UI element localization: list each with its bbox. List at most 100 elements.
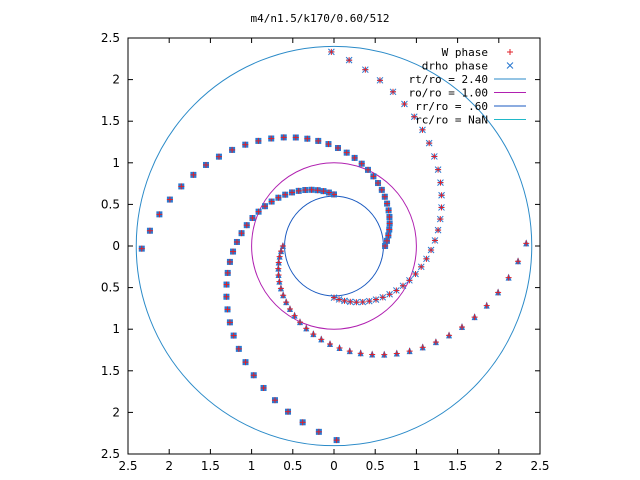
- data-point: [166, 196, 173, 203]
- y-tick-label: 1.5: [101, 114, 120, 128]
- data-point: [303, 324, 310, 332]
- data-point: [275, 271, 282, 279]
- data-point: [369, 350, 376, 358]
- data-point: [343, 149, 350, 156]
- data-point: [318, 335, 325, 343]
- data-point: [385, 207, 392, 214]
- data-point: [436, 215, 444, 223]
- x-tick-label: 2: [165, 459, 173, 473]
- data-point: [315, 428, 322, 435]
- data-point: [315, 137, 322, 144]
- data-point: [357, 349, 364, 357]
- data-point: [385, 232, 392, 239]
- circle-ro/ro = 1.00: [251, 162, 417, 330]
- legend-label: rc/ro = NaN: [415, 114, 488, 127]
- data-point: [156, 211, 163, 218]
- data-point: [351, 154, 358, 161]
- data-point: [249, 215, 256, 222]
- data-point: [346, 298, 354, 306]
- data-point: [314, 187, 321, 194]
- data-point: [280, 291, 287, 299]
- data-point: [325, 141, 332, 148]
- data-point: [438, 204, 445, 211]
- data-point: [276, 252, 283, 260]
- data-point: [379, 293, 387, 301]
- data-point: [393, 287, 400, 294]
- data-point: [285, 408, 292, 415]
- x-tick-label: 1.5: [201, 459, 220, 473]
- data-point: [370, 173, 377, 180]
- data-point: [375, 180, 382, 187]
- data-point: [437, 179, 444, 186]
- data-point: [483, 301, 490, 309]
- data-point: [505, 273, 512, 281]
- data-point: [268, 198, 275, 205]
- y-tick-label: 1: [112, 322, 120, 336]
- phase-points: [138, 48, 530, 444]
- legend-label: drho phase: [422, 60, 488, 73]
- y-tick-label: 2.5: [101, 31, 120, 45]
- y-tick-label: 1: [112, 156, 120, 170]
- data-point: [382, 243, 389, 249]
- data-point: [419, 126, 426, 134]
- circle-rt/ro = 2.40: [135, 45, 533, 447]
- data-point: [393, 349, 400, 357]
- y-tick-label: 0.5: [101, 197, 120, 211]
- data-point: [327, 339, 334, 347]
- data-point: [406, 347, 413, 355]
- data-point: [178, 183, 185, 190]
- data-point: [299, 419, 306, 426]
- data-point: [271, 397, 278, 404]
- x-tick-label: 0: [330, 459, 338, 473]
- data-point: [138, 245, 145, 252]
- data-point: [242, 359, 249, 366]
- x-tick-label: 1: [248, 459, 256, 473]
- x-tick-label: 2: [495, 459, 503, 473]
- data-point: [459, 323, 466, 331]
- data-point: [279, 242, 286, 249]
- x-tick-label: 2.5: [530, 459, 549, 473]
- data-point: [335, 296, 343, 303]
- data-point: [432, 338, 439, 346]
- data-point: [291, 311, 298, 319]
- data-point: [280, 134, 287, 141]
- data-point: [434, 166, 442, 173]
- data-point: [250, 372, 257, 379]
- data-point: [346, 347, 353, 355]
- legend-label: ro/ro = 1.00: [409, 87, 488, 100]
- data-point: [386, 220, 393, 227]
- data-point: [341, 297, 348, 305]
- data-point: [262, 203, 269, 210]
- y-tick-label: 2: [112, 73, 120, 87]
- data-point: [376, 76, 384, 84]
- data-point: [410, 113, 418, 121]
- data-point: [320, 188, 327, 195]
- legend-label: rr/ro = .60: [415, 100, 488, 113]
- x-tick-label: 1: [413, 459, 421, 473]
- data-point: [304, 135, 311, 142]
- data-point: [383, 237, 390, 244]
- data-point: [417, 263, 425, 271]
- data-point: [358, 160, 365, 167]
- data-point: [275, 258, 282, 266]
- data-point: [235, 345, 242, 352]
- data-point: [233, 238, 240, 245]
- circle-rr/ro = .60: [284, 195, 384, 297]
- data-point: [310, 330, 317, 338]
- data-point: [276, 277, 283, 285]
- axes: 2.5 2 1.5 1 0.5 0 0.5 1 1.5 2 2.52.521.510.500.511…: [101, 31, 550, 473]
- data-point: [353, 298, 360, 306]
- data-point: [430, 153, 438, 160]
- data-point: [331, 191, 337, 198]
- data-point: [471, 313, 478, 321]
- data-point: [275, 264, 282, 272]
- x-tick-label: 0.5: [283, 459, 302, 473]
- data-point: [282, 191, 289, 198]
- data-point: [431, 237, 439, 244]
- data-point: [297, 318, 304, 326]
- data-point: [419, 343, 426, 351]
- data-point: [268, 135, 275, 142]
- data-point: [381, 350, 388, 358]
- data-point: [401, 100, 408, 108]
- data-point: [243, 222, 250, 229]
